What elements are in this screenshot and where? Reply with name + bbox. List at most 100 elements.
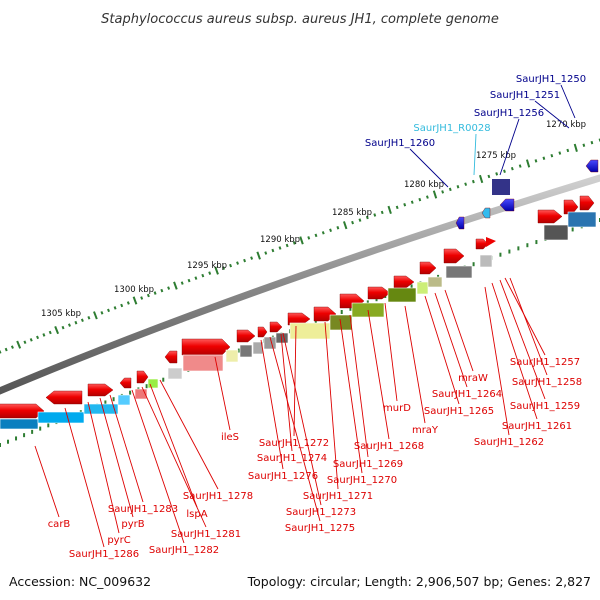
ruler-major-tick: [256, 251, 261, 260]
gene-label: SaurJH1_1260: [365, 138, 435, 149]
ruler-minor-tick: [373, 213, 377, 217]
forward-gene: [164, 350, 178, 364]
gene-label: SaurJH1_1250: [516, 74, 586, 85]
feature-block: [83, 403, 119, 415]
inner-ruler-tick: [23, 433, 26, 438]
feature-block: [117, 394, 131, 406]
label-leader: [534, 100, 570, 129]
ruler-major-tick: [478, 174, 484, 184]
feature-block: [37, 411, 85, 424]
ruler-minor-tick: [285, 243, 289, 248]
label-leader: [324, 321, 339, 490]
gene-label: mraW: [458, 373, 488, 384]
inner-ruler-tick: [340, 310, 343, 315]
inner-ruler-tick: [526, 243, 529, 248]
ruler-major-tick: [342, 221, 348, 230]
ruler-minor-tick: [380, 210, 384, 215]
label-leader: [484, 286, 510, 436]
label-leader: [560, 84, 576, 119]
forward-gene: [393, 275, 415, 289]
forward-gene: [537, 209, 563, 224]
ruler-minor-tick: [464, 182, 468, 186]
ruler-minor-tick: [566, 148, 570, 153]
ruler-minor-tick: [518, 164, 522, 168]
feature-block: [445, 265, 473, 279]
forward-gene: [257, 326, 268, 338]
label-leader: [384, 302, 398, 402]
gene-label: SaurJH1_1268: [354, 441, 424, 452]
ruler-minor-tick: [113, 306, 117, 310]
inner-ruler-tick: [47, 423, 50, 428]
ruler-minor-tick: [67, 323, 71, 327]
inner-ruler-tick: [104, 400, 107, 405]
forward-gene: [443, 248, 465, 264]
feature-block: [134, 388, 148, 400]
label-leader: [404, 305, 426, 424]
gene-label: SaurJH1_1262: [474, 437, 544, 448]
ruler-minor-tick: [598, 138, 600, 142]
inner-ruler-tick: [112, 397, 115, 402]
ruler-minor-tick: [403, 203, 407, 207]
inner-ruler-tick: [508, 249, 511, 254]
inner-ruler-tick: [349, 306, 352, 311]
inner-ruler-tick: [129, 390, 132, 395]
kbp-label: 1285 kbp: [332, 208, 372, 218]
gene-label: SaurJH1_1265: [424, 406, 494, 417]
gene-label: SaurJH1_1276: [248, 471, 318, 482]
ruler-minor-tick: [410, 200, 414, 204]
label-leaders: [34, 84, 576, 548]
gene-label: mraY: [412, 425, 439, 436]
feature-block: [263, 336, 277, 350]
ruler-minor-tick: [140, 296, 144, 300]
ruler-minor-tick: [307, 236, 311, 240]
label-leader: [260, 339, 284, 470]
inner-ruler-tick: [0, 443, 1, 447]
kbp-label: 1270 kbp: [546, 120, 586, 130]
gene-labels: SaurJH1_1250 SaurJH1_1251 SaurJH1_1256 Saur…: [48, 74, 586, 560]
gene-label: SaurJH1_1273: [286, 507, 356, 518]
ruler-minor-tick: [448, 187, 452, 192]
gene-label: SaurJH1_1251: [490, 90, 560, 101]
ruler-minor-tick: [36, 335, 40, 340]
ruler-minor-tick: [160, 288, 164, 293]
forward-gene: [87, 383, 114, 397]
small-forward-gene: [486, 237, 496, 247]
inner-ruler-tick: [535, 240, 538, 245]
label-leader: [434, 292, 468, 388]
inner-ruler-tick: [145, 384, 148, 389]
map-title: Staphylococcus aureus subsp. aureus JH1,…: [101, 12, 499, 27]
feature-block: [147, 378, 159, 389]
label-leader: [424, 295, 460, 405]
ruler-minor-tick: [29, 338, 33, 342]
ruler-minor-tick: [365, 215, 369, 220]
ruler-minor-tick: [534, 159, 538, 163]
ruler-minor-tick: [321, 231, 325, 235]
gene-label: SaurJH1_1271: [303, 491, 373, 502]
gene-label: lspA: [186, 509, 207, 520]
label-leader: [269, 336, 321, 522]
kbp-label: 1275 kbp: [476, 151, 516, 161]
inner-ruler-tick: [162, 377, 165, 382]
ruler-minor-tick: [146, 293, 150, 298]
gene-label: pyrC: [107, 535, 130, 546]
inner-ruler-tick: [314, 319, 317, 324]
ruler-minor-tick: [582, 143, 586, 147]
ruler-minor-tick: [495, 172, 499, 176]
gene-label: SaurJH1_1282: [149, 545, 219, 556]
feature-block: [167, 367, 183, 380]
inner-ruler-tick: [39, 426, 42, 431]
gene-label: SaurJH1_1286: [69, 549, 139, 560]
ruler-minor-tick: [187, 278, 191, 283]
inner-ruler-tick: [472, 262, 475, 267]
ruler-minor-tick: [153, 291, 157, 295]
label-leader: [109, 394, 144, 503]
ruler-minor-tick: [590, 140, 594, 145]
ruler-major-tick: [432, 190, 438, 199]
forward-gene: [119, 377, 132, 389]
label-leader: [99, 397, 134, 518]
kbp-label: 1280 kbp: [404, 180, 444, 190]
label-leader: [444, 289, 474, 372]
label-leader: [141, 386, 207, 528]
ruler-minor-tick: [456, 185, 460, 189]
